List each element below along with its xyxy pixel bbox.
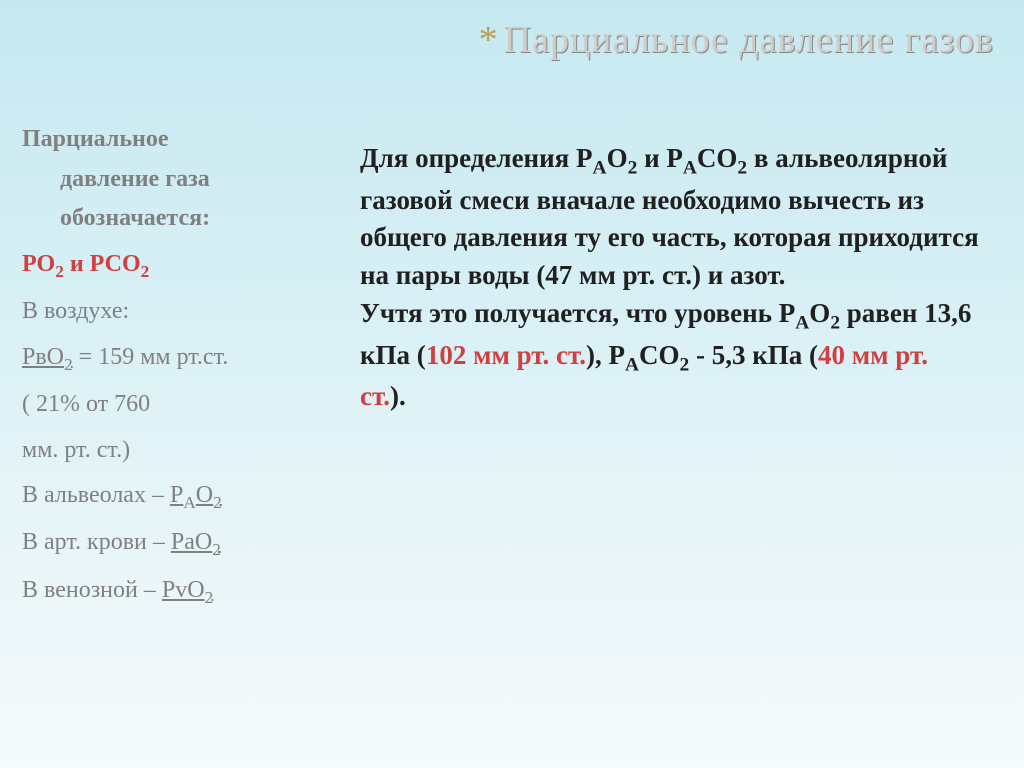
slide-title: *Парциальное давление газов: [314, 18, 994, 62]
left-heading: Парциальное давление газа обозначается:: [22, 120, 317, 239]
alveoli-line: В альвеолах – РАО2: [22, 476, 317, 517]
title-text: Парциальное давление газов: [504, 19, 994, 61]
pbo-line: РвО2 = 159 мм рт.ст.: [22, 338, 317, 379]
arterial-line: В арт. крови – РаО2: [22, 523, 317, 564]
percent-line-1: ( 21% от 760: [22, 385, 317, 425]
title-star-icon: *: [479, 19, 498, 61]
percent-line-2: мм. рт. ст.): [22, 431, 317, 471]
paragraph-2: Учтя это получается, что уровень РАО2 ра…: [360, 295, 980, 416]
right-column: Для определения РАО2 и РАСО2 в альвеоляр…: [360, 140, 980, 416]
notation-line: РО2 и РСО2: [22, 245, 317, 286]
air-label: В воздухе:: [22, 292, 317, 332]
venous-line: В венозной – РvО2: [22, 571, 317, 612]
paragraph-1: Для определения РАО2 и РАСО2 в альвеоляр…: [360, 140, 980, 295]
left-column: Парциальное давление газа обозначается: …: [22, 120, 317, 618]
